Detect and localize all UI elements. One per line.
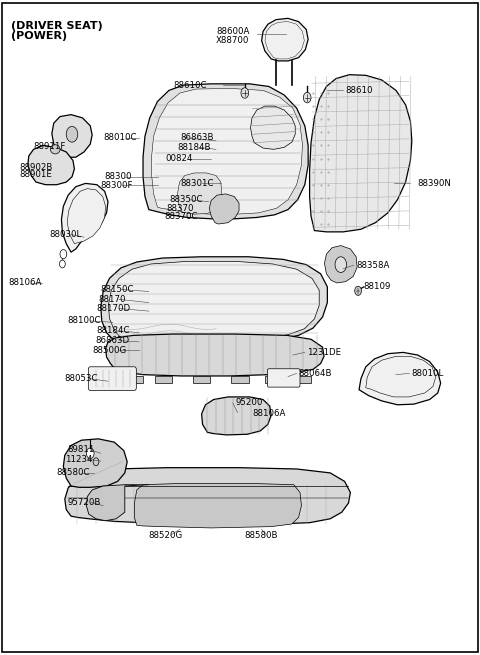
Polygon shape xyxy=(65,468,350,525)
Polygon shape xyxy=(126,376,143,383)
Polygon shape xyxy=(231,376,249,383)
Text: 88300F: 88300F xyxy=(101,181,133,190)
FancyBboxPatch shape xyxy=(88,367,136,390)
Text: 88301C: 88301C xyxy=(180,179,214,188)
Text: 88064B: 88064B xyxy=(299,369,332,378)
Polygon shape xyxy=(366,356,436,397)
Circle shape xyxy=(335,257,347,272)
Polygon shape xyxy=(193,376,210,383)
Text: 88170: 88170 xyxy=(98,295,125,304)
Circle shape xyxy=(66,126,78,142)
Circle shape xyxy=(60,250,67,259)
Text: 88600A: 88600A xyxy=(216,27,250,36)
Text: 88053C: 88053C xyxy=(65,374,98,383)
Text: 88350C: 88350C xyxy=(169,195,203,204)
Text: 88370C: 88370C xyxy=(164,212,198,221)
Polygon shape xyxy=(359,352,441,405)
Text: 88030L: 88030L xyxy=(49,230,81,239)
Text: 88010L: 88010L xyxy=(412,369,444,378)
FancyBboxPatch shape xyxy=(267,369,300,387)
Text: (DRIVER SEAT): (DRIVER SEAT) xyxy=(11,21,102,31)
Text: 88610C: 88610C xyxy=(173,81,206,90)
Text: 88500G: 88500G xyxy=(93,346,127,355)
Polygon shape xyxy=(262,18,308,61)
Text: 88370: 88370 xyxy=(166,204,193,213)
Text: 88150C: 88150C xyxy=(101,285,134,294)
Polygon shape xyxy=(143,84,308,219)
Text: 88106A: 88106A xyxy=(9,278,42,288)
Text: 88300: 88300 xyxy=(105,172,132,181)
Text: 00824: 00824 xyxy=(166,154,193,163)
Text: 88390N: 88390N xyxy=(418,179,452,188)
Polygon shape xyxy=(52,115,92,157)
Text: 88911F: 88911F xyxy=(34,141,66,151)
Text: 88106A: 88106A xyxy=(252,409,286,419)
Polygon shape xyxy=(251,106,295,149)
Text: 88170D: 88170D xyxy=(96,304,130,313)
Text: (POWER): (POWER) xyxy=(11,31,67,41)
Polygon shape xyxy=(86,485,149,521)
Polygon shape xyxy=(265,22,304,59)
Text: 88184C: 88184C xyxy=(96,326,130,335)
Polygon shape xyxy=(61,183,108,252)
Circle shape xyxy=(60,260,65,268)
Circle shape xyxy=(93,458,99,466)
Text: 86863D: 86863D xyxy=(95,336,129,345)
Text: 86863B: 86863B xyxy=(180,133,214,142)
Text: X88700: X88700 xyxy=(216,36,250,45)
Text: 88184B: 88184B xyxy=(178,143,211,152)
Text: 1231DE: 1231DE xyxy=(307,348,341,357)
Text: 88610: 88610 xyxy=(346,86,373,95)
Text: 89811: 89811 xyxy=(67,445,95,455)
Polygon shape xyxy=(152,88,302,214)
Polygon shape xyxy=(294,376,311,383)
Text: 88520G: 88520G xyxy=(149,531,183,540)
Text: 88109: 88109 xyxy=(364,282,391,291)
Polygon shape xyxy=(134,483,301,528)
Polygon shape xyxy=(67,189,106,244)
Text: 88010C: 88010C xyxy=(103,133,137,142)
Text: 88358A: 88358A xyxy=(356,261,390,270)
Circle shape xyxy=(303,92,311,103)
Circle shape xyxy=(86,448,94,458)
Text: 11234: 11234 xyxy=(65,455,92,464)
Polygon shape xyxy=(106,334,324,376)
Text: 88901E: 88901E xyxy=(19,170,52,179)
Polygon shape xyxy=(310,75,412,232)
Polygon shape xyxy=(63,439,127,487)
Text: 88902B: 88902B xyxy=(19,162,53,172)
Polygon shape xyxy=(108,261,319,340)
Ellipse shape xyxy=(50,145,60,154)
Text: 88580C: 88580C xyxy=(57,468,90,477)
Polygon shape xyxy=(28,145,74,185)
Polygon shape xyxy=(178,173,222,214)
Text: 88100C: 88100C xyxy=(67,316,101,326)
Circle shape xyxy=(241,88,249,98)
Polygon shape xyxy=(209,194,239,224)
Polygon shape xyxy=(155,376,172,383)
Text: 95720B: 95720B xyxy=(67,498,101,507)
Polygon shape xyxy=(202,397,271,435)
Polygon shape xyxy=(324,246,357,283)
Polygon shape xyxy=(101,257,327,343)
Text: 95200: 95200 xyxy=(235,398,263,407)
Circle shape xyxy=(355,286,361,295)
Polygon shape xyxy=(265,376,282,383)
Text: 88580B: 88580B xyxy=(245,531,278,540)
